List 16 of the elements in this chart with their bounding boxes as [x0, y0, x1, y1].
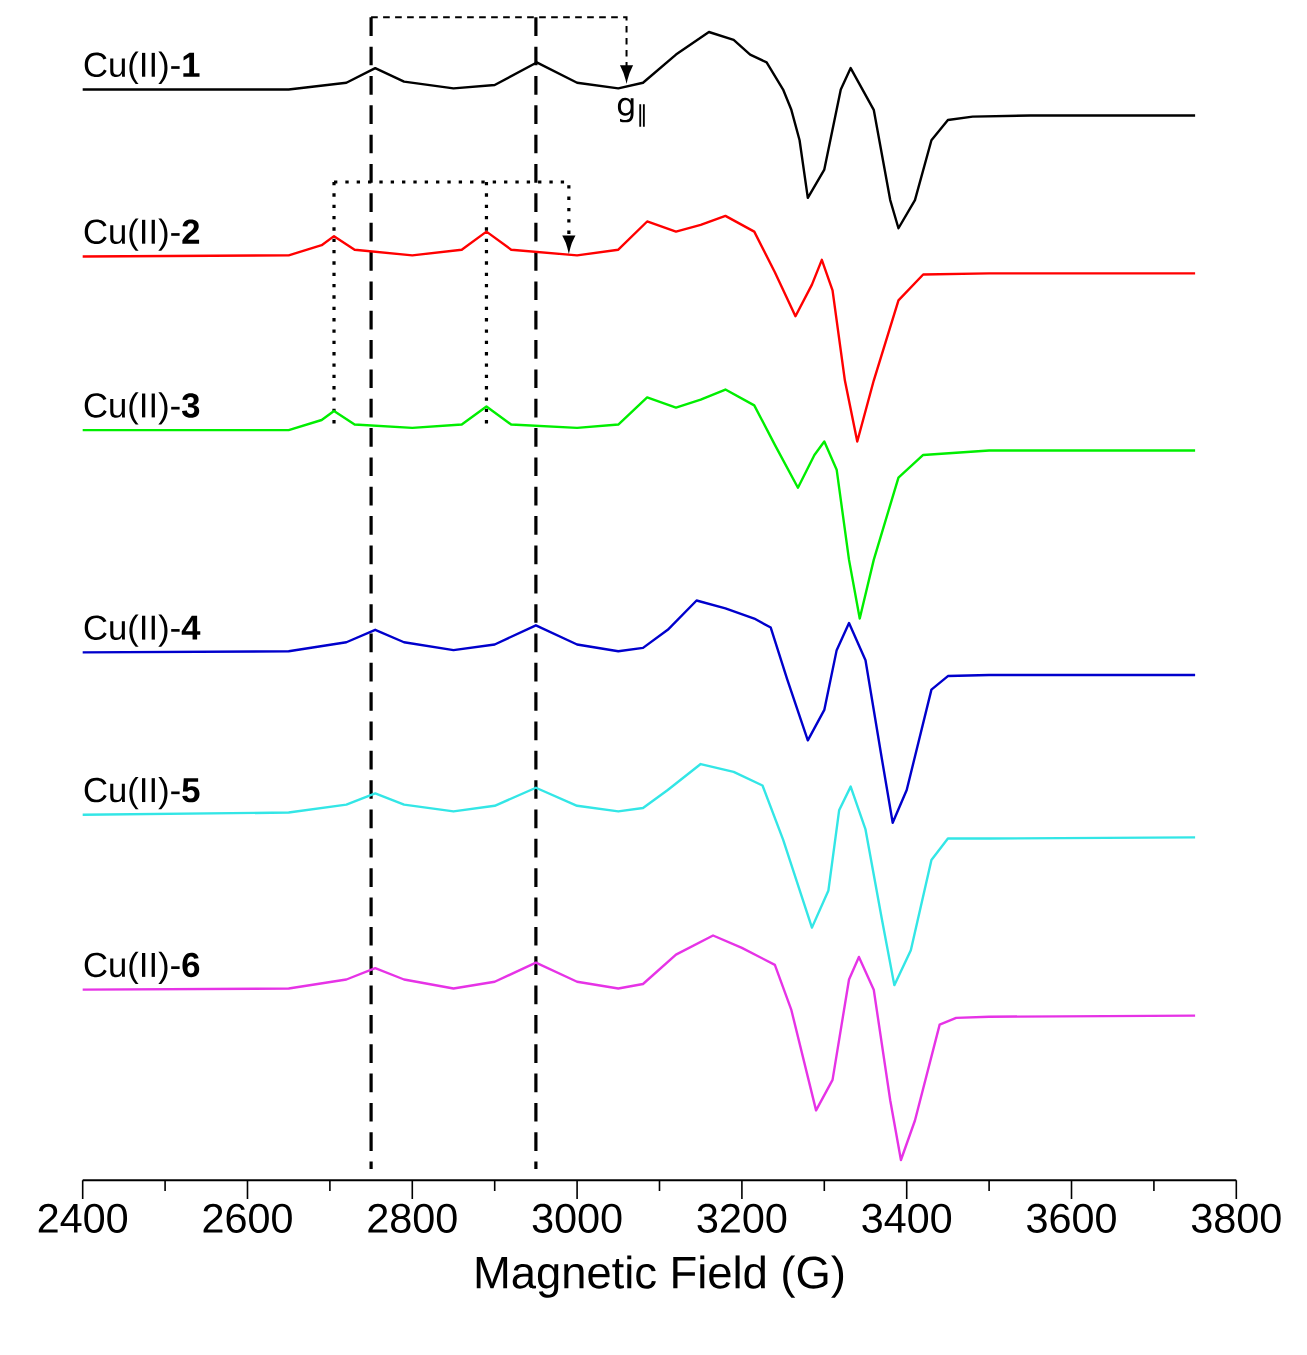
x-tick-label: 3600	[1027, 1203, 1116, 1233]
x-tick-label: 2400	[38, 1203, 128, 1233]
series-label: Cu(II)-1	[84, 51, 200, 84]
x-tick-label: 3200	[697, 1203, 787, 1233]
annotation: g$_{‖}$	[617, 97, 645, 127]
series-label: Cu(II)-5	[84, 776, 200, 810]
x-tick-label: 3000	[532, 1203, 622, 1233]
x-tick-label: 3800	[1191, 1203, 1281, 1233]
x-tick-label: 2800	[368, 1203, 457, 1233]
x-tick-label: 3400	[862, 1203, 952, 1233]
series-label: Cu(II)-2	[84, 218, 200, 251]
series-label: Cu(II)-4	[84, 614, 201, 647]
x-axis-title: Magnetic Field (G)	[476, 1255, 844, 1298]
series-label: Cu(II)-6	[84, 951, 200, 985]
series-label: Cu(II)-3	[84, 392, 200, 425]
x-tick-label: 2600	[203, 1203, 292, 1233]
